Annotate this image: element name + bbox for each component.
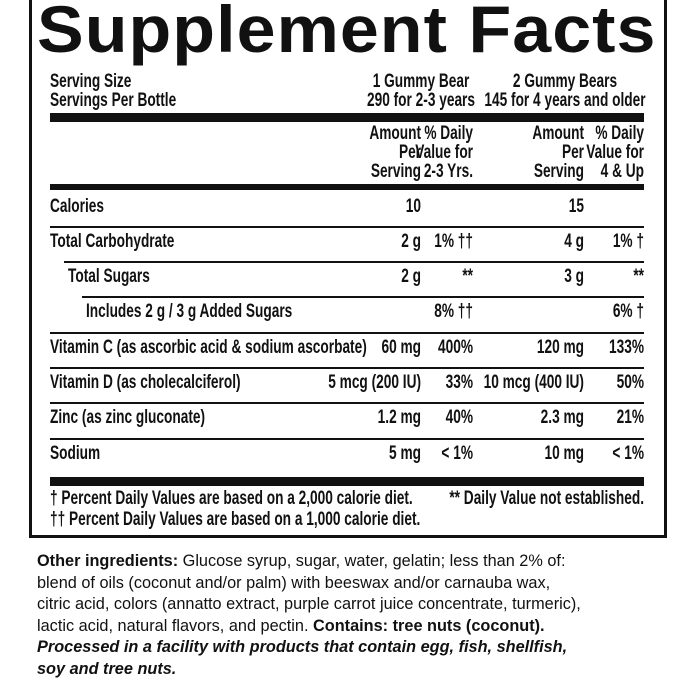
nutrient-name: Sodium [50,443,101,464]
daily-value-b: 133% [609,337,644,358]
nutrient-name: Total Carbohydrate [50,231,175,252]
facility-statement: Processed in a facility with products th… [37,638,568,657]
amount-b: 10 mcg (400 IU) [483,372,584,393]
ingredients-text: Other ingredients: Glucose syrup, sugar,… [37,551,581,681]
panel-title: Supplement Facts [37,0,657,66]
footnote-2000: † Percent Daily Values are based on a 2,… [50,488,413,509]
ingredients-line: citric acid, colors (annatto extract, pu… [37,595,581,614]
header-amount-b: Amount [532,123,584,144]
row-divider [50,438,644,440]
amount-a: 60 mg [381,337,421,358]
ingredients-line: lactic acid, natural flavors, and pectin… [37,616,314,635]
header-amount-a: Per [398,142,421,163]
nutrient-name: Calories [50,196,104,217]
header-amount-b: Serving [533,161,584,182]
header-amount-b: Per [561,142,584,163]
row-divider [82,296,644,298]
daily-value-a: < 1% [441,443,473,464]
amount-b: 4 g [564,231,584,252]
header-dv-a: 2-3 Yrs. [423,161,473,182]
amount-a: 10 [405,196,421,217]
daily-value-a: ** [462,266,473,287]
servings-per-bottle-label: Servings Per Bottle [50,90,177,111]
row-divider [50,402,644,404]
amount-b: 15 [568,196,584,217]
footnote-1000: †† Percent Daily Values are based on a 1… [50,509,421,530]
daily-value-a: 8% †† [434,301,473,322]
daily-value-b: 1% † [612,231,644,252]
header-dv-b: 4 & Up [600,161,644,182]
facility-statement: soy and tree nuts. [37,659,177,678]
nutrient-name: Includes 2 g / 3 g Added Sugars [86,301,293,322]
nutrient-name: Vitamin D (as cholecalciferol) [50,372,241,393]
amount-a: 5 mcg (200 IU) [328,372,421,393]
amount-a: 1.2 mg [377,407,421,428]
header-dv-b: % Daily [595,123,644,144]
serving-size-b: 2 Gummy Bears [512,71,618,92]
header-amount-a: Amount [369,123,421,144]
daily-value-b: 21% [616,407,644,428]
amount-b: 3 g [564,266,584,287]
daily-value-a: 33% [445,372,473,393]
row-divider [50,332,644,334]
amount-a: 2 g [401,266,421,287]
amount-a: 2 g [401,231,421,252]
thick-divider [50,184,644,190]
serving-size-a: 1 Gummy Bear [372,71,470,92]
serving-size-label: Serving Size [50,71,132,92]
amount-b: 10 mg [544,443,584,464]
nutrient-name: Zinc (as zinc gluconate) [50,407,206,428]
ingredients-label: Other ingredients: [37,552,179,570]
daily-value-b: ** [633,266,644,287]
amount-b: 120 mg [536,337,584,358]
daily-value-b: < 1% [612,443,644,464]
daily-value-b: 6% † [612,301,644,322]
nutrient-name: Total Sugars [68,266,150,287]
servings-per-a: 290 for 2-3 years [367,90,475,111]
servings-per-b: 145 for 4 years and older [484,90,646,111]
thick-divider [50,113,644,122]
supplement-facts-panel [29,0,667,538]
amount-b: 2.3 mg [540,407,584,428]
ingredients-line: blend of oils (coconut and/or palm) with… [37,573,551,592]
nutrient-name: Vitamin C (as ascorbic acid & sodium asc… [50,337,367,358]
allergen-statement: Contains: tree nuts (coconut). [313,616,545,635]
ingredients-line: Glucose syrup, sugar, water, gelatin; le… [178,552,566,570]
thick-divider [50,477,644,486]
header-amount-a: Serving [370,161,421,182]
amount-a: 5 mg [389,443,421,464]
footnote-not-established: ** Daily Value not established. [449,488,644,509]
header-dv-a: % Daily [424,123,473,144]
daily-value-b: 50% [616,372,644,393]
row-divider [50,226,644,228]
daily-value-a: 1% †† [434,231,473,252]
row-divider [50,367,644,369]
header-dv-b: Value for [586,142,644,163]
header-dv-a: Value for [415,142,473,163]
daily-value-a: 40% [445,407,473,428]
daily-value-a: 400% [438,337,473,358]
row-divider [64,261,644,263]
